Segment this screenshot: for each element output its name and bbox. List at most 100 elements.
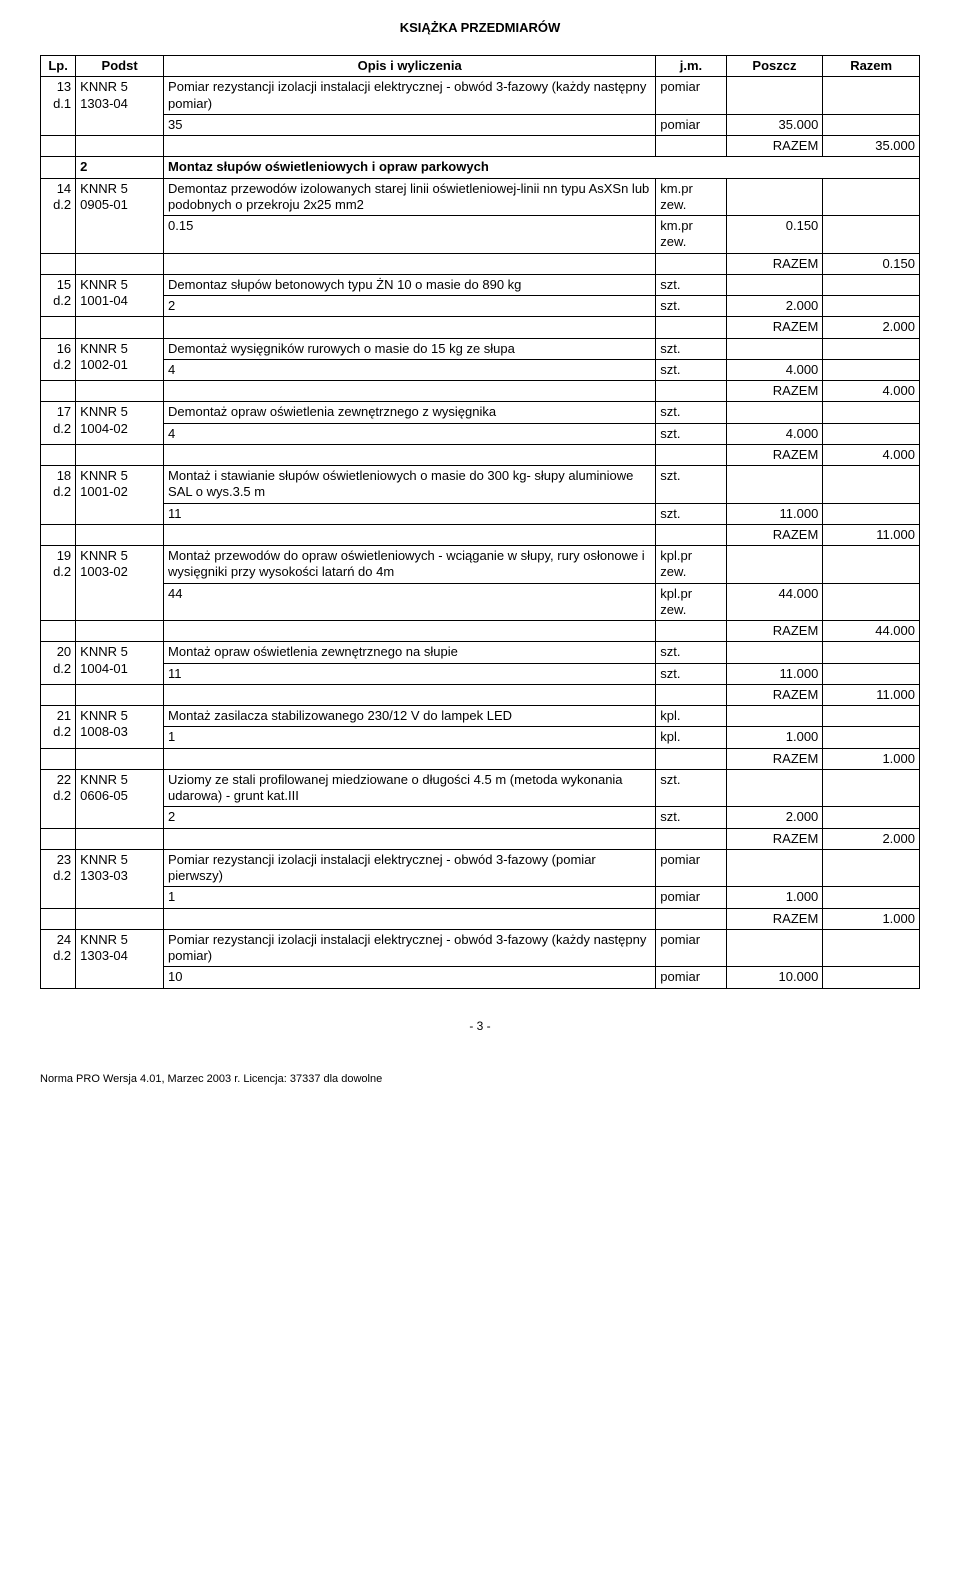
cell-jm: km.pr zew.	[656, 178, 726, 216]
cell-calc: 11	[164, 663, 656, 684]
cell-jm: kpl.	[656, 706, 726, 727]
razem-row: RAZEM35.000	[41, 136, 920, 157]
razem-row: RAZEM1.000	[41, 748, 920, 769]
section-row: 2Montaz słupów oświetleniowych i opraw p…	[41, 157, 920, 178]
cell-opis: Pomiar rezystancji izolacji instalacji e…	[164, 929, 656, 967]
cell-jm: szt.	[656, 338, 726, 359]
razem-row: RAZEM2.000	[41, 828, 920, 849]
cell-razem-value: 44.000	[823, 621, 920, 642]
entry-row: 13d.1KNNR 51303-04Pomiar rezystancji izo…	[41, 77, 920, 115]
cell-poszcz: 11.000	[726, 503, 823, 524]
cell-jm: pomiar	[656, 77, 726, 115]
cell-opis: Demontaż wysięgników rurowych o masie do…	[164, 338, 656, 359]
cell-razem-label: RAZEM	[726, 828, 823, 849]
page-number: - 3 -	[40, 1019, 920, 1033]
cell-opis: Uziomy ze stali profilowanej miedziowane…	[164, 769, 656, 807]
cell-razem-value: 2.000	[823, 317, 920, 338]
cell-lp: 23d.2	[41, 849, 76, 908]
cell-opis: Demontaż opraw oświetlenia zewnętrznego …	[164, 402, 656, 423]
cell-podst: KNNR 51303-04	[76, 77, 164, 136]
cell-jm: szt.	[656, 402, 726, 423]
cell-opis: Montaż opraw oświetlenia zewnętrznego na…	[164, 642, 656, 663]
cell-poszcz: 4.000	[726, 423, 823, 444]
cell-jm: kpl.pr zew.	[656, 546, 726, 584]
cell-razem-label: RAZEM	[726, 444, 823, 465]
cell-poszcz: 35.000	[726, 114, 823, 135]
cell-lp: 24d.2	[41, 929, 76, 988]
cell-opis: Montaż zasilacza stabilizowanego 230/12 …	[164, 706, 656, 727]
cell-calc: 2	[164, 807, 656, 828]
calc-row: 4szt.4.000	[41, 359, 920, 380]
cell-calc: 44	[164, 583, 656, 621]
cell-opis: Montaż i stawianie słupów oświetleniowyc…	[164, 466, 656, 504]
cell-podst: KNNR 50606-05	[76, 769, 164, 828]
cell-lp: 15d.2	[41, 274, 76, 317]
cell-podst: KNNR 50905-01	[76, 178, 164, 253]
cell-podst: KNNR 51004-01	[76, 642, 164, 685]
calc-row: 11szt.11.000	[41, 503, 920, 524]
cell-lp: 18d.2	[41, 466, 76, 525]
cell-podst: KNNR 51001-04	[76, 274, 164, 317]
table-header-row: Lp. Podst Opis i wyliczenia j.m. Poszcz …	[41, 56, 920, 77]
cell-razem-value: 2.000	[823, 828, 920, 849]
th-jm: j.m.	[656, 56, 726, 77]
th-poszcz: Poszcz	[726, 56, 823, 77]
cell-poszcz: 2.000	[726, 296, 823, 317]
cell-poszcz: 2.000	[726, 807, 823, 828]
calc-row: 1kpl.1.000	[41, 727, 920, 748]
razem-row: RAZEM1.000	[41, 908, 920, 929]
calc-row: 10pomiar10.000	[41, 967, 920, 988]
cell-lp: 14d.2	[41, 178, 76, 253]
cell-razem-label: RAZEM	[726, 136, 823, 157]
cell-razem-label: RAZEM	[726, 748, 823, 769]
cell-jm: szt.	[656, 642, 726, 663]
cell-podst: KNNR 51001-02	[76, 466, 164, 525]
calc-row: 35pomiar35.000	[41, 114, 920, 135]
th-podst: Podst	[76, 56, 164, 77]
razem-row: RAZEM44.000	[41, 621, 920, 642]
cell-jm: pomiar	[656, 929, 726, 967]
cell-podst: KNNR 51003-02	[76, 546, 164, 621]
cell-lp: 20d.2	[41, 642, 76, 685]
cell-poszcz: 1.000	[726, 887, 823, 908]
cell-poszcz: 10.000	[726, 967, 823, 988]
cell-razem-value: 1.000	[823, 908, 920, 929]
cell-lp: 19d.2	[41, 546, 76, 621]
razem-row: RAZEM0.150	[41, 253, 920, 274]
cell-opis: Demontaz słupów betonowych typu ŻN 10 o …	[164, 274, 656, 295]
cell-poszcz: 1.000	[726, 727, 823, 748]
cell-opis: Demontaz przewodów izolowanych starej li…	[164, 178, 656, 216]
razem-row: RAZEM11.000	[41, 524, 920, 545]
cell-jm: pomiar	[656, 849, 726, 887]
cell-razem-label: RAZEM	[726, 381, 823, 402]
razem-row: RAZEM11.000	[41, 684, 920, 705]
cell-podst: KNNR 51303-04	[76, 929, 164, 988]
cell-calc: 4	[164, 359, 656, 380]
cell-razem-value: 35.000	[823, 136, 920, 157]
cell-poszcz: 0.150	[726, 216, 823, 254]
cell-razem-label: RAZEM	[726, 621, 823, 642]
cell-opis: Pomiar rezystancji izolacji instalacji e…	[164, 849, 656, 887]
cell-calc: 0.15	[164, 216, 656, 254]
cell-podst: KNNR 51303-03	[76, 849, 164, 908]
cell-razem-value: 4.000	[823, 381, 920, 402]
calc-row: 44kpl.pr zew.44.000	[41, 583, 920, 621]
cell-razem-value: 4.000	[823, 444, 920, 465]
footer-note: Norma PRO Wersja 4.01, Marzec 2003 r. Li…	[40, 1073, 920, 1085]
cell-opis: Montaż przewodów do opraw oświetleniowyc…	[164, 546, 656, 584]
entry-row: 16d.2KNNR 51002-01Demontaż wysięgników r…	[41, 338, 920, 359]
cell-calc: 4	[164, 423, 656, 444]
cell-razem-label: RAZEM	[726, 524, 823, 545]
cell-calc: 1	[164, 727, 656, 748]
entry-row: 19d.2KNNR 51003-02Montaż przewodów do op…	[41, 546, 920, 584]
doc-title: KSIĄŻKA PRZEDMIARÓW	[40, 20, 920, 35]
cell-razem-label: RAZEM	[726, 317, 823, 338]
cell-razem-value: 11.000	[823, 524, 920, 545]
cell-lp: 13d.1	[41, 77, 76, 136]
calc-row: 1pomiar1.000	[41, 887, 920, 908]
entry-row: 24d.2KNNR 51303-04Pomiar rezystancji izo…	[41, 929, 920, 967]
cell-razem-label: RAZEM	[726, 253, 823, 274]
razem-row: RAZEM2.000	[41, 317, 920, 338]
entry-row: 21d.2KNNR 51008-03Montaż zasilacza stabi…	[41, 706, 920, 727]
cell-razem-value: 0.150	[823, 253, 920, 274]
